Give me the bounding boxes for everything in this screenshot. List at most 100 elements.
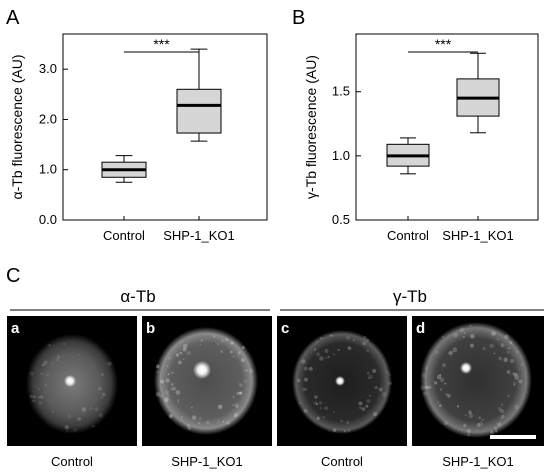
- speckle-dot: [368, 377, 371, 380]
- speckle-dot: [463, 332, 466, 335]
- speckle-dot: [327, 355, 330, 359]
- speckle-dot: [476, 423, 481, 427]
- speckle-dot: [441, 363, 447, 368]
- speckle-dot: [165, 378, 170, 383]
- speckle-dot: [491, 331, 496, 336]
- speckle-dot: [198, 422, 201, 425]
- speckle-dot: [303, 377, 308, 382]
- speckle-dot: [386, 371, 389, 374]
- speckle-dot: [506, 350, 510, 354]
- speckle-dot: [521, 363, 524, 366]
- speckle-dot: [243, 369, 246, 372]
- speckle-dot: [353, 339, 355, 342]
- speckle-dot: [468, 410, 473, 415]
- speckle-dot: [217, 419, 220, 422]
- speckle-dot: [175, 353, 180, 357]
- speckle-dot: [508, 347, 511, 350]
- speckle-dot: [230, 341, 234, 345]
- speckle-dot: [237, 353, 240, 356]
- box-iqr: [176, 88, 222, 134]
- speckle-dot: [421, 373, 427, 378]
- micrograph-c: Control: [277, 316, 407, 469]
- speckle-dot: [497, 422, 502, 427]
- x-category-label: SHP-1_KO1: [163, 228, 235, 243]
- speckle-dot: [475, 429, 478, 432]
- chart-alpha-tb: α-Tb fluorescence (AU) 0.0 1.0 2.0 3.0 Contr…: [9, 33, 268, 243]
- speckle-dot: [98, 413, 103, 418]
- speckle-dot: [378, 387, 383, 392]
- chart-gamma-tb: γ-Tb fluorescence (AU) 0.5 1.0 1.5 Control S…: [303, 33, 539, 243]
- speckle-dot: [448, 350, 454, 355]
- speckle-dot: [48, 344, 51, 347]
- speckle-dot: [186, 351, 191, 355]
- speckle-dot: [330, 334, 333, 337]
- speckle-dot: [34, 385, 37, 388]
- speckle-dot: [156, 371, 159, 373]
- speckle-dot: [514, 405, 519, 410]
- speckle-dot: [38, 396, 41, 399]
- speckle-dot: [303, 366, 308, 371]
- speckle-dot: [327, 429, 330, 432]
- speckle-dot: [470, 333, 475, 339]
- panel-caption: SHP-1_KO1: [171, 454, 243, 469]
- speckle-dot: [438, 404, 442, 407]
- speckle-dot: [155, 364, 160, 369]
- speckle-dot: [94, 407, 99, 412]
- scale-bar: [490, 435, 536, 439]
- speckle-dot: [341, 420, 344, 423]
- speckle-dot: [32, 399, 36, 403]
- speckle-dot: [313, 400, 318, 405]
- speckle-dot: [51, 411, 54, 413]
- speckle-dot: [42, 364, 44, 367]
- speckle-dot: [462, 335, 465, 338]
- speckle-dot: [340, 419, 343, 422]
- speckle-dot: [167, 356, 171, 360]
- speckle-dot: [448, 351, 452, 356]
- speckle-dot: [503, 357, 508, 363]
- speckle-dot: [40, 395, 44, 399]
- speckle-dot: [177, 401, 179, 404]
- speckle-dot: [500, 417, 503, 420]
- group-label-alpha-tb: α-Tb: [120, 287, 155, 306]
- speckle-dot: [465, 414, 467, 417]
- speckle-dot: [173, 387, 177, 391]
- speckle-dot: [463, 423, 467, 428]
- speckle-dot: [175, 390, 181, 395]
- speckle-dot: [198, 416, 202, 420]
- speckle-dot: [222, 420, 225, 423]
- speckle-dot: [498, 407, 502, 411]
- speckle-dot: [512, 381, 517, 385]
- speckle-dot: [337, 349, 340, 352]
- speckle-dot: [218, 404, 223, 409]
- speckle-dot: [325, 357, 328, 360]
- speckle-dot: [456, 405, 460, 408]
- speckle-dot: [240, 357, 246, 363]
- speckle-dot: [238, 382, 241, 385]
- speckle-dot: [200, 339, 203, 342]
- panel-letter-c: C: [6, 265, 20, 287]
- speckle-dot: [239, 391, 242, 395]
- speckle-dot: [239, 391, 243, 395]
- speckle-dot: [346, 335, 350, 340]
- speckle-dot: [366, 371, 370, 375]
- speckle-dot: [190, 406, 193, 409]
- speckle-dot: [187, 426, 192, 431]
- speckle-dot: [506, 370, 510, 374]
- speckle-dot: [164, 398, 169, 403]
- speckle-dot: [365, 404, 369, 408]
- centrosome-spot: [335, 376, 345, 386]
- speckle-dot: [43, 360, 48, 365]
- speckle-dot: [500, 343, 505, 348]
- speckle-dot: [514, 375, 520, 381]
- speckle-dot: [469, 343, 474, 348]
- speckle-dot: [91, 424, 95, 428]
- speckle-dot: [482, 347, 486, 351]
- speckle-dot: [469, 324, 472, 327]
- speckle-dot: [83, 414, 85, 417]
- y-tick-label: 1.5: [332, 84, 350, 99]
- panel-letter: b: [146, 320, 155, 337]
- micrograph-speckle: [29, 324, 524, 437]
- speckle-dot: [324, 406, 328, 410]
- speckle-dot: [296, 378, 301, 383]
- speckle-dot: [159, 394, 163, 398]
